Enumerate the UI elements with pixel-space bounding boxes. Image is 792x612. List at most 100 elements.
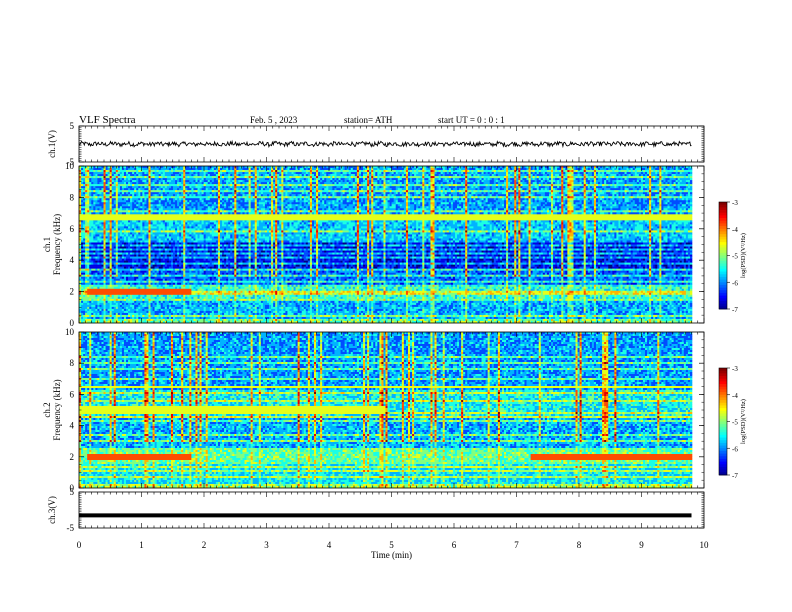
spectrogram-cell [420, 198, 423, 201]
spectrogram-cell [383, 166, 386, 169]
spectrogram-cell [250, 184, 256, 187]
spectrogram-cell [444, 174, 454, 177]
spectrogram-cell [579, 192, 585, 195]
spectrogram-cell [399, 192, 403, 195]
spectrogram-cell [675, 208, 678, 211]
spectrogram-cell [289, 176, 292, 179]
spectrogram-cell [624, 196, 629, 199]
spectrogram-cell [687, 168, 693, 171]
spectrogram-cell [126, 176, 131, 179]
spectrogram-cell [422, 174, 425, 177]
spectrogram-cell [461, 192, 464, 195]
spectrogram-cell [119, 176, 123, 179]
spectrogram-cell [281, 178, 284, 181]
spectrogram-cell [324, 174, 327, 177]
spectrogram-cell [236, 192, 239, 195]
spectrogram-cell [338, 190, 341, 193]
spectrogram-cell [426, 198, 429, 201]
spectrogram-cell [95, 204, 104, 207]
spectrogram-cell [175, 200, 178, 203]
spectrogram-cell [495, 182, 499, 185]
spectrogram-cell [495, 188, 499, 191]
spectrogram-cell [397, 208, 401, 211]
spectrogram-cell [389, 194, 392, 197]
spectrogram-cell [228, 174, 231, 177]
spectrogram-cell [232, 176, 235, 179]
spectrogram-cell [434, 176, 439, 179]
spectrogram-cell [389, 176, 394, 179]
spectrogram-cell [487, 204, 491, 207]
spectrogram-cell [244, 192, 249, 195]
spectrogram-cell [305, 190, 311, 193]
spectrogram-cell [113, 192, 117, 195]
spectrogram-cell [354, 166, 358, 169]
spectrogram-cell [438, 204, 444, 207]
spectrogram-cell [234, 196, 237, 199]
spectrogram-cell [567, 168, 572, 171]
spectrogram-cell [679, 208, 683, 211]
spectrogram-cell [604, 208, 607, 211]
spectrogram-cell [348, 170, 358, 173]
spectrogram-cell [228, 200, 231, 203]
spectrogram-cell [412, 168, 417, 171]
spectrogram-cell [330, 206, 333, 209]
spectrogram-cell [565, 208, 568, 211]
spectrogram-cell [126, 202, 133, 205]
spectrogram-cell [520, 188, 523, 191]
spectrogram-cell [162, 204, 166, 207]
spectrogram-cell [344, 180, 347, 183]
spectrogram-cell [475, 188, 478, 191]
spectrogram-cell [240, 204, 245, 207]
spectrogram-cell [109, 182, 112, 185]
spectrogram-cell [201, 186, 204, 189]
spectrogram-cell [504, 188, 507, 191]
spectrogram-cell [506, 168, 509, 171]
spectrogram-cell [224, 194, 229, 197]
spectrogram-cell [358, 188, 362, 191]
spectrogram-cell [177, 184, 180, 187]
spectrogram-cell [156, 208, 159, 211]
spectrogram-cell [260, 194, 264, 197]
spectrogram-cell [356, 178, 360, 181]
spectrogram-cell [546, 170, 552, 173]
spectrogram-cell [416, 190, 419, 193]
spectrogram-cell [481, 198, 484, 201]
spectrogram-cell [434, 182, 437, 185]
spectrogram-cell [608, 184, 611, 187]
spectrogram-cell [491, 194, 497, 197]
spectrogram-cell [667, 180, 672, 183]
spectrogram-cell [273, 206, 276, 209]
spectrogram-cell [624, 184, 627, 187]
spectrogram-cell [283, 202, 288, 205]
spectrogram-cell [203, 200, 219, 203]
spectrogram-cell [79, 184, 82, 187]
spectrogram-cell [469, 186, 472, 189]
spectrogram-cell [279, 172, 282, 175]
spectrogram-cell [446, 188, 450, 191]
spectrogram-cell [150, 190, 162, 193]
spectrogram-cell [89, 208, 94, 211]
spectrogram-cell [418, 172, 423, 175]
spectrogram-cell [385, 174, 388, 177]
spectrogram-cell [128, 188, 131, 191]
spectrogram-cell [271, 174, 274, 177]
spectrogram-cell [275, 172, 278, 175]
spectrogram-cell [520, 182, 523, 185]
spectrogram-cell [356, 188, 360, 191]
spectrogram-cell [493, 208, 497, 211]
spectrogram-cell [340, 198, 345, 201]
spectrogram-cell [571, 174, 574, 177]
spectrogram-cell [657, 198, 660, 201]
spectrogram-cell [111, 202, 115, 205]
spectrogram-cell [166, 182, 170, 185]
spectrogram-cell [479, 182, 484, 185]
spectrogram-cell [179, 186, 182, 189]
spectrogram-cell [187, 204, 192, 207]
spectrogram-cell [207, 168, 211, 171]
spectrogram-cell [548, 168, 552, 171]
spectrogram-cell [232, 168, 235, 171]
spectrogram-cell [240, 192, 245, 195]
spectrogram-cell [217, 186, 221, 189]
spectrogram-cell [346, 200, 350, 203]
spectrogram-cell [358, 168, 364, 171]
